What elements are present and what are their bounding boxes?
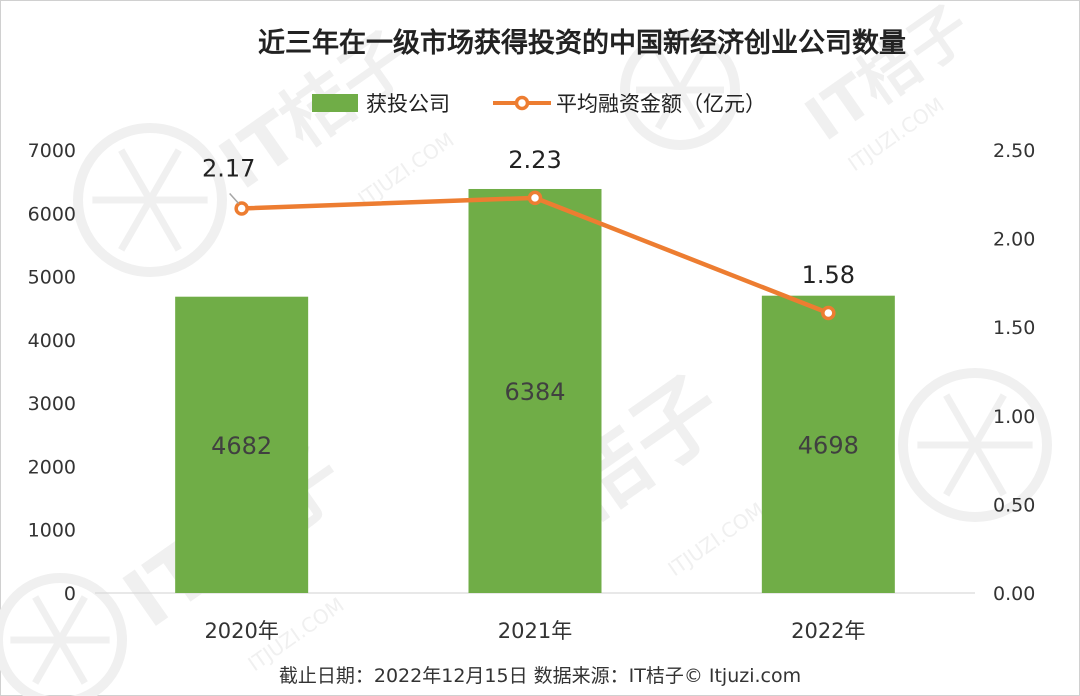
watermark-logo-icon	[73, 123, 227, 277]
watermark-subtext: ITJUZI.COM	[354, 128, 459, 211]
watermark-segment	[146, 148, 182, 202]
line-point	[527, 190, 543, 206]
y-left-tick-label: 6000	[28, 203, 76, 225]
x-tick-label: 2021年	[498, 619, 572, 643]
watermark-segment	[146, 198, 182, 252]
watermark-segment	[32, 638, 64, 685]
bar-value-label: 4682	[211, 432, 272, 460]
watermark-segment	[943, 443, 979, 497]
line-point	[821, 305, 836, 321]
y-left-tick-label: 3000	[28, 393, 76, 415]
line-value-label: 2.17	[202, 154, 255, 182]
watermark-segment	[118, 198, 154, 252]
data-labels: 4682 6384 4698 2.17 2.23 1.58	[202, 146, 859, 460]
watermark-segment	[676, 50, 706, 92]
y-right-tick-label: 1.50	[993, 317, 1035, 339]
watermark-segment	[654, 50, 684, 92]
line-value-label: 2.23	[508, 146, 561, 174]
x-tick-label: 2020年	[204, 619, 278, 643]
watermark-logo-icon	[620, 30, 740, 150]
watermark-segment	[56, 638, 88, 685]
watermark-segment	[971, 393, 1007, 447]
axes: 0 1000 2000 3000 4000 5000 6000 7000 0.00 0.50 1.0…	[28, 140, 1036, 643]
y-right-tick-label: 1.00	[993, 406, 1035, 428]
watermark-ring	[898, 368, 1052, 522]
legend-swatch-bar	[312, 94, 358, 112]
watermark-logo-icon	[898, 368, 1052, 522]
y-right-tick-label: 0.50	[993, 494, 1035, 516]
watermark-segment	[32, 595, 64, 642]
y-right-tick-label: 2.00	[993, 229, 1035, 251]
y-left-tick-label: 1000	[28, 520, 76, 542]
line-series	[234, 190, 836, 321]
legend-marker	[514, 95, 530, 111]
watermark-ring	[0, 573, 127, 696]
x-tick-label: 2022年	[791, 619, 865, 643]
y-right-tick-label: 0.00	[993, 583, 1035, 605]
y-left-tick-label: 0	[64, 583, 76, 605]
y-left-tick-label: 4000	[28, 330, 76, 352]
watermark-segment	[971, 443, 1007, 497]
chart-title: 近三年在一级市场获得投资的中国新经济创业公司数量	[258, 27, 906, 59]
bar	[761, 295, 895, 593]
bar	[175, 296, 309, 593]
watermark-subtext: ITJUZI.COM	[664, 498, 769, 581]
legend: 获投公司 平均融资金额（亿元）	[312, 92, 766, 116]
label-leader-line	[229, 192, 240, 204]
legend-label-bar: 获投公司	[366, 92, 450, 116]
bar-value-label: 4698	[798, 431, 859, 459]
watermark-segment	[654, 88, 684, 130]
y-left-tick-label: 5000	[28, 267, 76, 289]
bar	[468, 188, 602, 593]
watermark-logo-icon	[0, 573, 127, 696]
y-left-tick-label: 2000	[28, 456, 76, 478]
line-point	[234, 201, 249, 216]
watermark-segment	[676, 88, 706, 130]
legend-label-line: 平均融资金额（亿元）	[556, 92, 766, 116]
footer-source: 截止日期：2022年12月15日 数据来源：IT桔子© Itjuzi.com	[279, 665, 801, 687]
y-left-tick-label: 7000	[28, 140, 76, 162]
watermark-ring	[73, 123, 227, 277]
watermark-segment	[118, 148, 154, 202]
watermark-ring	[620, 30, 740, 150]
watermark-segment	[56, 595, 88, 642]
watermark-segment	[943, 393, 979, 447]
bar-series	[175, 188, 895, 593]
y-right-tick-label: 2.50	[993, 140, 1035, 162]
bar-value-label: 6384	[504, 378, 565, 406]
line-value-label: 1.58	[802, 261, 855, 289]
